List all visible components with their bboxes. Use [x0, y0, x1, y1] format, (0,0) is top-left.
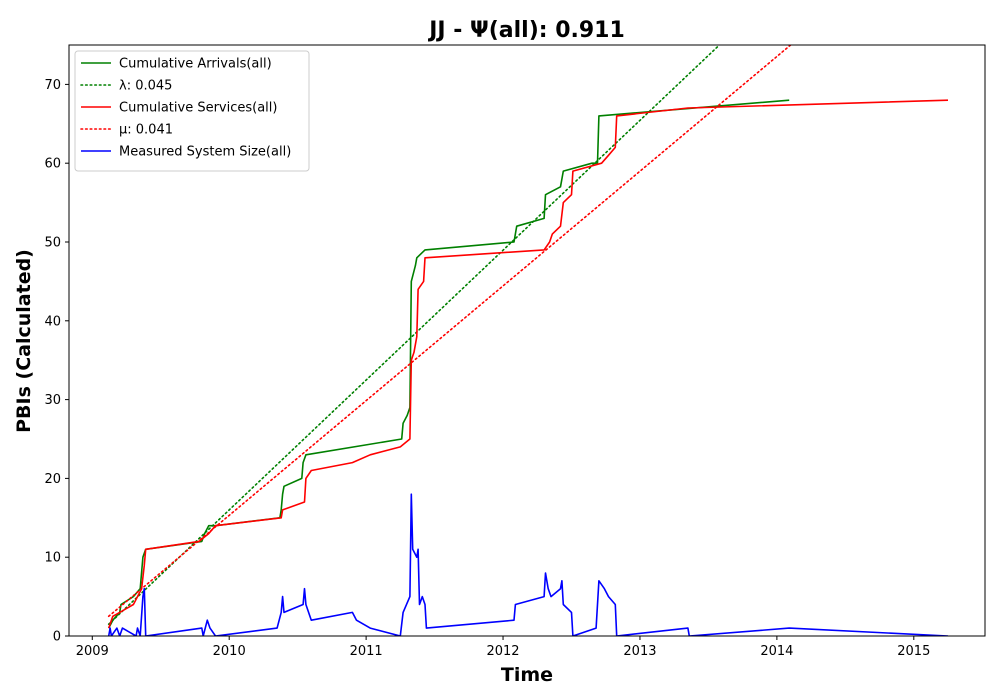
- series-line-0: [107, 99, 790, 629]
- series-line-1: [107, 45, 721, 625]
- x-tick-label: 2010: [213, 644, 246, 659]
- x-tick-label: 2009: [76, 644, 109, 659]
- y-tick-label: 60: [44, 157, 61, 172]
- y-tick-label: 10: [44, 551, 61, 566]
- x-tick-label: 2013: [623, 644, 656, 659]
- legend: Cumulative Arrivals(all) λ: 0.045 Cumulati…: [74, 50, 310, 172]
- y-tick-label: 70: [44, 78, 61, 93]
- legend-label-3: μ: 0.041: [119, 123, 173, 138]
- series-line-4: [107, 493, 949, 636]
- y-axis-label: PBIs (Calculated): [13, 249, 35, 433]
- x-tick-label: 2011: [350, 644, 383, 659]
- plot-frame: [68, 44, 986, 637]
- y-axis: 0 10 20 30 40 50 60 70: [44, 78, 69, 645]
- legend-label-2: Cumulative Services(all): [119, 101, 277, 116]
- x-axis-label: Time: [501, 664, 553, 686]
- series-layer: [107, 45, 949, 636]
- x-tick-label: 2015: [897, 644, 930, 659]
- x-tick-label: 2014: [760, 644, 793, 659]
- legend-box: [74, 50, 310, 172]
- legend-label-0: Cumulative Arrivals(all): [119, 57, 272, 72]
- y-tick-label: 50: [44, 236, 61, 251]
- legend-label-1: λ: 0.045: [119, 79, 172, 94]
- legend-label-4: Measured System Size(all): [119, 145, 291, 160]
- y-tick-label: 40: [44, 314, 61, 329]
- y-tick-label: 20: [44, 472, 61, 487]
- y-tick-label: 30: [44, 393, 61, 408]
- chart-title: JJ - Ψ(all): 0.911: [427, 18, 625, 43]
- x-axis: 2009 2010 2011 2012 2013 2014 2015: [76, 636, 930, 659]
- series-line-3: [107, 45, 792, 618]
- series-line-2: [107, 99, 949, 629]
- x-tick-label: 2012: [486, 644, 519, 659]
- y-tick-label: 0: [53, 630, 61, 645]
